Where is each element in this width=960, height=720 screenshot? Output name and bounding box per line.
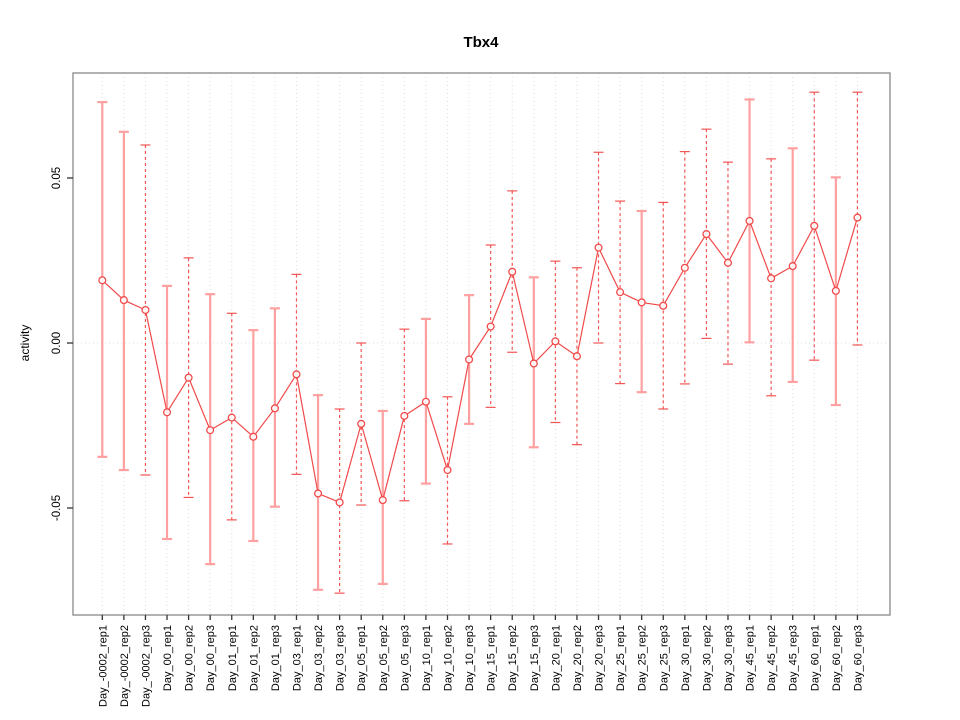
data-point bbox=[680, 263, 689, 272]
x-tick-label: Day_60_rep2 bbox=[831, 625, 843, 691]
data-point bbox=[141, 305, 150, 315]
grid-layer bbox=[73, 73, 890, 615]
x-tick-label: Day_45_rep3 bbox=[788, 625, 800, 691]
x-tick-label: Day_-0002_rep2 bbox=[119, 625, 131, 707]
series-layer bbox=[98, 213, 862, 507]
x-tick-label: Day_03_rep1 bbox=[291, 625, 303, 691]
x-tick-label: Day_10_rep1 bbox=[421, 625, 433, 691]
x-tick-label: Day_05_rep2 bbox=[378, 625, 390, 691]
x-tick-label: Day_45_rep2 bbox=[766, 625, 778, 691]
x-tick-label: Day_05_rep1 bbox=[356, 625, 368, 691]
data-point bbox=[465, 355, 474, 364]
data-point bbox=[637, 298, 646, 307]
x-tick-label: Day_45_rep1 bbox=[745, 625, 757, 691]
data-point bbox=[400, 411, 409, 420]
error-bar bbox=[593, 151, 604, 344]
error-bar bbox=[356, 342, 367, 506]
data-point bbox=[443, 465, 452, 475]
x-tick-label: Day_60_rep1 bbox=[809, 625, 821, 691]
series-line bbox=[101, 217, 859, 504]
x-tick-label: Day_00_rep1 bbox=[162, 625, 174, 691]
data-point bbox=[529, 359, 538, 368]
error-bar bbox=[291, 273, 302, 475]
x-tick-label: Day_-0002_rep3 bbox=[140, 625, 152, 707]
data-point bbox=[508, 267, 517, 276]
error-bar bbox=[485, 244, 496, 408]
error-bar bbox=[766, 158, 777, 397]
axis-layer: 0.05 0.00 -0.05 Day_-0002_rep1 Day_-0002_rep… bbox=[51, 167, 864, 707]
y-tick-label: 0.00 bbox=[51, 332, 63, 354]
y-tick-label: -0.05 bbox=[51, 495, 63, 521]
data-point bbox=[421, 397, 430, 406]
x-tick-label: Day_30_rep2 bbox=[701, 625, 713, 691]
x-tick-label: Day_15_rep3 bbox=[529, 625, 541, 691]
data-point bbox=[745, 216, 754, 225]
x-tick-label: Day_30_rep1 bbox=[680, 625, 692, 691]
x-tick-label: Day_25_rep3 bbox=[658, 625, 670, 691]
data-point bbox=[616, 288, 625, 297]
chart-title: Tbx4 bbox=[463, 34, 499, 51]
x-tick-label: Day_60_rep3 bbox=[852, 625, 864, 691]
data-point bbox=[831, 286, 840, 295]
data-point bbox=[98, 276, 107, 285]
data-point bbox=[292, 370, 301, 379]
data-point bbox=[853, 213, 862, 222]
data-point bbox=[594, 243, 603, 252]
data-point bbox=[162, 408, 172, 417]
x-tick-label: Day_-0002_rep1 bbox=[97, 625, 109, 707]
x-tick-label: Day_00_rep2 bbox=[184, 625, 196, 691]
plot-border bbox=[72, 72, 891, 616]
data-point bbox=[810, 221, 819, 230]
data-point bbox=[184, 373, 193, 382]
data-point bbox=[119, 296, 128, 305]
y-axis-label: activity bbox=[18, 325, 32, 362]
error-bar bbox=[183, 257, 194, 499]
x-tick-label: Day_20_rep3 bbox=[594, 625, 606, 691]
x-tick-label: Day_15_rep1 bbox=[486, 625, 498, 691]
data-point bbox=[702, 230, 711, 239]
data-point bbox=[206, 426, 215, 435]
data-point bbox=[313, 489, 323, 498]
data-point bbox=[659, 301, 668, 310]
x-tick-label: Day_10_rep2 bbox=[443, 625, 455, 691]
x-tick-label: Day_20_rep1 bbox=[550, 625, 562, 691]
error-bar bbox=[722, 161, 733, 365]
x-tick-label: Day_01_rep1 bbox=[227, 625, 239, 691]
x-tick-label: Day_03_rep3 bbox=[335, 625, 347, 691]
data-point bbox=[572, 352, 581, 361]
data-point bbox=[270, 404, 279, 413]
x-tick-label: Day_20_rep2 bbox=[572, 625, 584, 691]
data-point bbox=[486, 322, 495, 331]
x-tick-label: Day_25_rep1 bbox=[615, 625, 627, 691]
data-point bbox=[335, 498, 344, 507]
data-point bbox=[767, 274, 776, 283]
error-bar bbox=[571, 267, 582, 446]
x-tick-label: Day_10_rep3 bbox=[464, 625, 476, 691]
data-point bbox=[788, 262, 797, 271]
frame-layer bbox=[72, 72, 891, 616]
data-point bbox=[723, 258, 733, 267]
x-tick-label: Day_01_rep3 bbox=[270, 625, 282, 691]
data-point bbox=[357, 419, 366, 428]
data-point bbox=[227, 413, 236, 422]
y-tick-label: 0.05 bbox=[51, 167, 63, 189]
data-point bbox=[378, 496, 387, 505]
x-tick-label: Day_05_rep3 bbox=[399, 625, 411, 691]
x-tick-label: Day_30_rep3 bbox=[723, 625, 735, 691]
x-tick-label: Day_01_rep2 bbox=[248, 625, 260, 691]
data-point bbox=[551, 337, 560, 346]
x-tick-label: Day_03_rep2 bbox=[313, 625, 325, 691]
x-tick-label: Day_15_rep2 bbox=[507, 625, 519, 691]
x-tick-label: Day_25_rep2 bbox=[637, 625, 649, 691]
data-point bbox=[249, 432, 258, 441]
x-tick-label: Day_00_rep3 bbox=[205, 625, 217, 691]
